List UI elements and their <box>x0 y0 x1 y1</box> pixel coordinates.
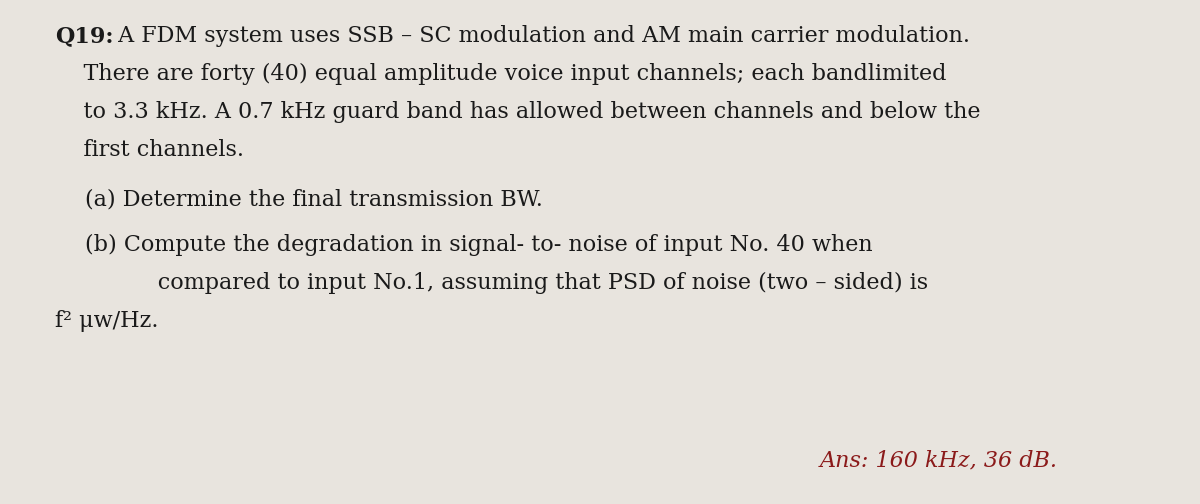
Text: to 3.3 kHz. A 0.7 kHz guard band has allowed between channels and below the: to 3.3 kHz. A 0.7 kHz guard band has all… <box>55 101 980 123</box>
Text: first channels.: first channels. <box>55 139 244 161</box>
Text: Q19:: Q19: <box>55 25 114 47</box>
Text: (a) Determine the final transmission BW.: (a) Determine the final transmission BW. <box>85 188 542 210</box>
Text: A FDM system uses SSB – SC modulation and AM main carrier modulation.: A FDM system uses SSB – SC modulation an… <box>112 25 970 47</box>
Text: (b) Compute the degradation in signal- to- noise of input No. 40 when: (b) Compute the degradation in signal- t… <box>85 234 872 256</box>
Text: compared to input No.1, assuming that PSD of noise (two – sided) is: compared to input No.1, assuming that PS… <box>115 272 928 294</box>
Text: There are forty (40) equal amplitude voice input channels; each bandlimited: There are forty (40) equal amplitude voi… <box>55 63 947 85</box>
Text: f² μw/Hz.: f² μw/Hz. <box>55 310 158 332</box>
Text: Ans: 160 kHz, 36 dB.: Ans: 160 kHz, 36 dB. <box>820 449 1058 471</box>
